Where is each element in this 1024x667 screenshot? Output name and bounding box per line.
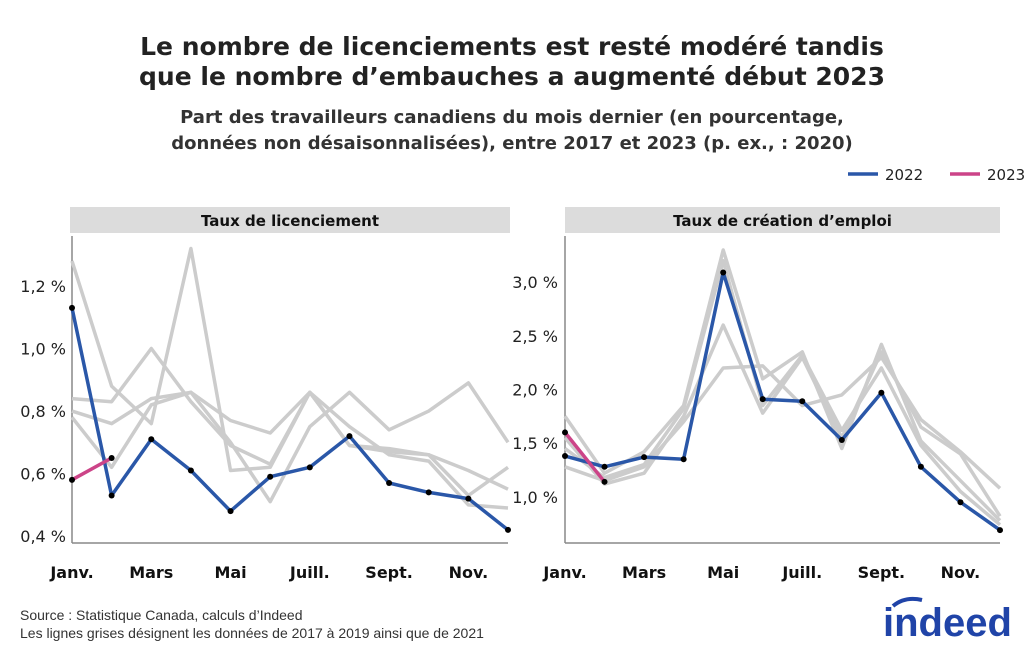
x-tick-label: Mai bbox=[214, 563, 246, 582]
y-tick-label: 0,8 % bbox=[20, 402, 66, 421]
series-line-2022 bbox=[564, 270, 1002, 532]
data-point-2022 bbox=[425, 489, 432, 496]
data-point-2023 bbox=[108, 454, 115, 461]
y-tick-label: 1,0 % bbox=[20, 340, 66, 359]
y-tick-label: 2,5 % bbox=[512, 327, 558, 346]
svg-text:indeed: indeed bbox=[883, 601, 1012, 645]
data-point-2022 bbox=[69, 304, 75, 311]
y-tick-label: 1,5 % bbox=[512, 434, 558, 453]
panel-title: Taux de création d’emploi bbox=[673, 212, 892, 230]
chart-title-line-1: Le nombre de licenciements est resté mod… bbox=[140, 32, 884, 61]
gray-series-line bbox=[71, 390, 509, 491]
data-point-2022 bbox=[680, 456, 687, 463]
data-point-2022 bbox=[997, 527, 1003, 534]
data-point-2022 bbox=[267, 473, 274, 480]
x-tick-label: Mars bbox=[622, 563, 666, 582]
data-point-2022 bbox=[641, 454, 648, 461]
y-tick-label: 0,6 % bbox=[20, 465, 66, 484]
data-point-2022 bbox=[917, 463, 924, 470]
legend: 2022 2023 bbox=[848, 166, 1024, 184]
data-point-2022 bbox=[108, 492, 115, 499]
data-point-2022 bbox=[759, 396, 766, 403]
chart-subtitle-line-2: données non désaisonnalisées), entre 201… bbox=[171, 133, 853, 154]
series-line-2023 bbox=[71, 456, 113, 482]
gray-series-line bbox=[564, 355, 1002, 490]
y-tick-label: 3,0 % bbox=[512, 273, 558, 292]
legend-label-2022: 2022 bbox=[885, 166, 923, 184]
data-point-2022 bbox=[562, 453, 568, 460]
data-point-2022 bbox=[720, 269, 727, 276]
x-tick-label: Mars bbox=[129, 563, 173, 582]
y-tick-label: 2,0 % bbox=[512, 381, 558, 400]
data-point-2022 bbox=[306, 464, 313, 471]
data-point-2023 bbox=[69, 476, 75, 483]
chart-subtitle-line-1: Part des travailleurs canadiens du mois … bbox=[180, 107, 844, 128]
data-point-2022 bbox=[386, 479, 393, 486]
gray-series-line bbox=[563, 248, 1002, 522]
y-tick-label: 1,2 % bbox=[20, 277, 66, 296]
chart-title-line-2: que le nombre d’embauches a augmenté déb… bbox=[139, 62, 885, 91]
data-point-2023 bbox=[601, 478, 608, 485]
series-line-2022 bbox=[70, 307, 510, 532]
y-tick-label: 0,4 % bbox=[20, 527, 66, 546]
indeed-logo: indeed bbox=[883, 596, 1012, 645]
gray-series-line bbox=[70, 381, 510, 504]
x-tick-label: Janv. bbox=[542, 563, 586, 582]
gray-lines-note: Les lignes grises désignent les données … bbox=[20, 625, 484, 641]
data-point-2022 bbox=[187, 467, 194, 474]
data-point-2022 bbox=[799, 398, 806, 405]
x-tick-label: Juill. bbox=[289, 563, 330, 582]
panel-2: Taux de création d’emploi 1,0 % 1,5 % 2,0 %… bbox=[512, 207, 1003, 582]
data-point-2022 bbox=[227, 508, 234, 515]
x-tick-label: Nov. bbox=[449, 563, 489, 582]
data-point-2023 bbox=[562, 429, 568, 436]
x-tick-label: Mai bbox=[707, 563, 739, 582]
source-note: Source : Statistique Canada, calculs d’I… bbox=[20, 607, 303, 623]
data-point-2022 bbox=[148, 436, 155, 443]
x-tick-label: Janv. bbox=[49, 563, 93, 582]
panel-1: Taux de licenciement 0,4 % 0,6 % 0,8 % 1,0 %… bbox=[20, 207, 511, 582]
x-tick-label: Juill. bbox=[781, 563, 822, 582]
y-tick-label: 1,0 % bbox=[512, 488, 558, 507]
x-tick-label: Sept. bbox=[858, 563, 906, 582]
gray-series-line bbox=[563, 258, 1002, 527]
data-point-2022 bbox=[878, 389, 885, 396]
data-point-2022 bbox=[465, 495, 472, 502]
data-point-2022 bbox=[957, 499, 964, 506]
x-tick-label: Sept. bbox=[365, 563, 413, 582]
series-line-2023 bbox=[563, 431, 606, 483]
gray-series-line bbox=[71, 346, 509, 510]
legend-label-2023: 2023 bbox=[987, 166, 1024, 184]
gray-series-line bbox=[563, 323, 1002, 518]
panel-strip bbox=[565, 207, 1000, 233]
data-point-2022 bbox=[346, 433, 353, 440]
x-tick-label: Nov. bbox=[941, 563, 981, 582]
data-point-2022 bbox=[505, 526, 511, 533]
panel-title: Taux de licenciement bbox=[201, 212, 379, 230]
data-point-2022 bbox=[601, 463, 608, 470]
data-point-2022 bbox=[838, 436, 845, 443]
panel-strip bbox=[70, 207, 510, 233]
